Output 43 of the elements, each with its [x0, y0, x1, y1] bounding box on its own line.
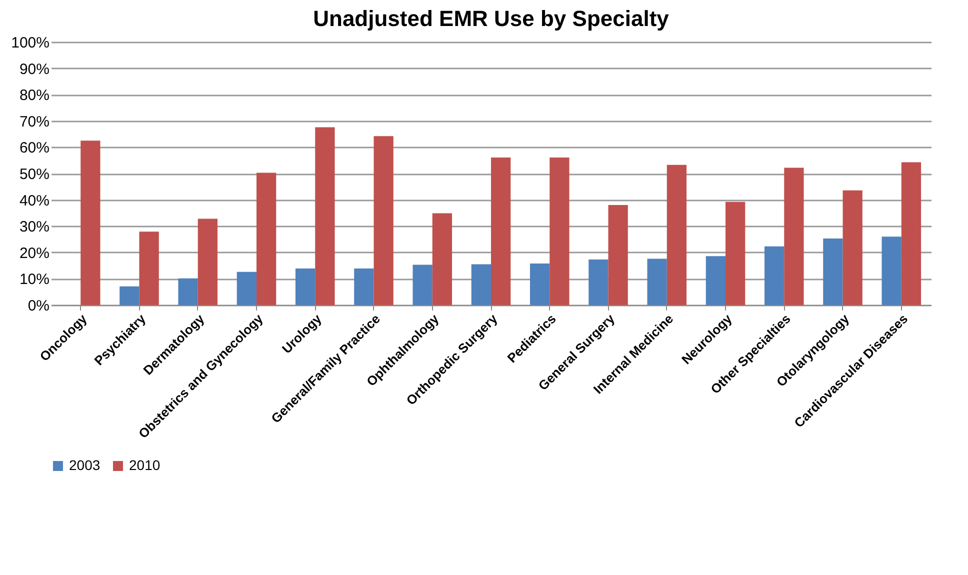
bar — [588, 260, 608, 305]
bar — [80, 140, 100, 305]
bar — [412, 264, 432, 305]
legend-label: 2010 — [129, 457, 160, 473]
legend-label: 2003 — [69, 457, 100, 473]
y-tick-label: 70% — [19, 113, 50, 130]
y-tick-label: 10% — [19, 271, 50, 288]
bar — [666, 164, 687, 305]
y-tick-label: 100% — [11, 34, 50, 52]
bar — [432, 213, 452, 305]
bar — [256, 172, 276, 305]
bar — [608, 205, 628, 305]
bar — [530, 263, 550, 305]
bar — [901, 162, 922, 305]
bar — [764, 246, 784, 305]
y-tick-label: 20% — [19, 244, 50, 262]
y-tick-label: 60% — [19, 140, 50, 157]
bar — [706, 256, 726, 305]
bar — [550, 157, 570, 305]
bar — [647, 258, 667, 305]
bar — [882, 236, 902, 305]
y-tick-label: 50% — [19, 166, 50, 183]
bar — [139, 232, 159, 305]
bar — [198, 218, 218, 305]
bar — [315, 127, 335, 305]
bar — [471, 264, 491, 305]
bar — [178, 278, 198, 305]
bar — [374, 136, 394, 305]
y-tick-label: 40% — [19, 192, 50, 210]
bar — [784, 168, 804, 305]
y-tick-label: 0% — [28, 298, 50, 314]
bar — [354, 268, 374, 305]
bar — [491, 157, 511, 305]
y-tick-label: 90% — [19, 60, 50, 78]
bar — [823, 238, 843, 305]
y-tick-label: 80% — [19, 87, 50, 104]
y-tick-label: 30% — [19, 218, 50, 236]
bar — [726, 202, 746, 305]
chart-title: Unadjusted EMR Use by Specialty — [313, 6, 670, 31]
bar — [295, 268, 316, 305]
bar — [842, 190, 862, 305]
bar — [236, 272, 256, 305]
bar — [120, 286, 140, 305]
